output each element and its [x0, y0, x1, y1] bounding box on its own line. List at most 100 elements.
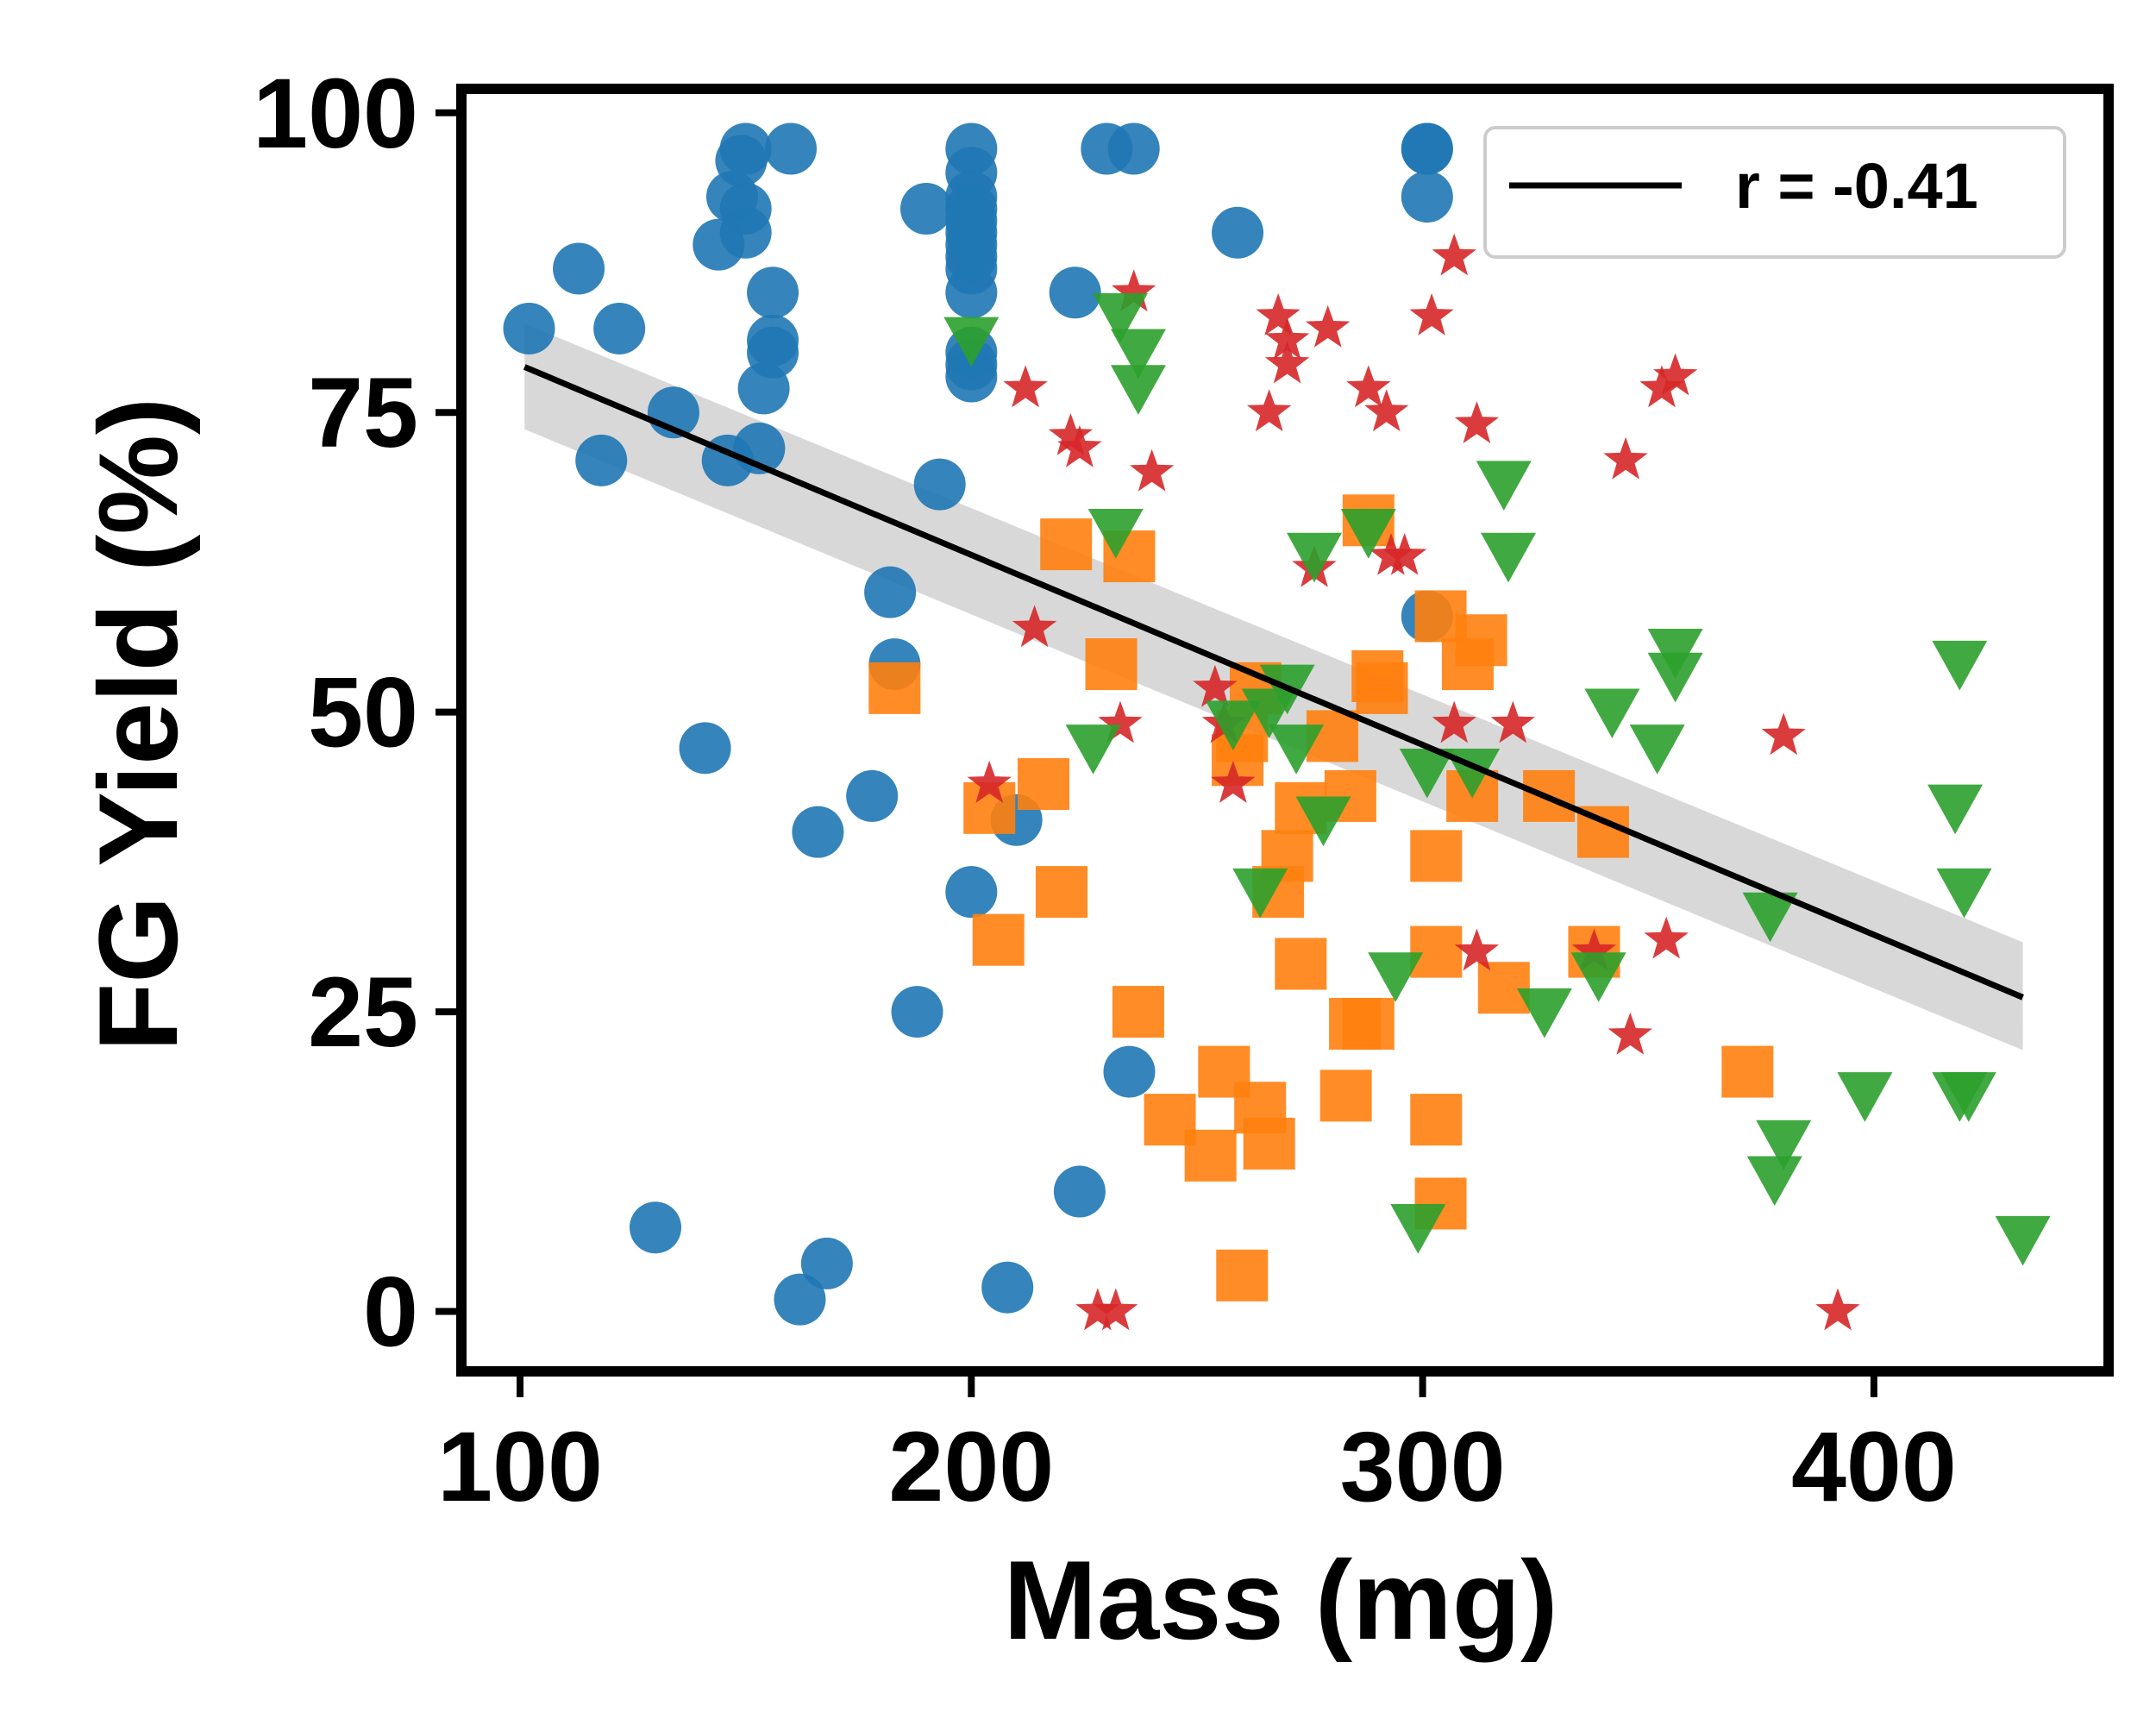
data-point-star: [1409, 293, 1454, 336]
data-point-circle: [719, 122, 772, 175]
data-point-square: [1410, 1094, 1463, 1146]
data-point-circle: [593, 302, 646, 354]
legend: r = -0.41: [1483, 126, 2066, 259]
axes-layer: 100 200 300 400 0 25 50 75 100: [253, 59, 2114, 1522]
x-axis-label: Mass (mg): [1004, 1537, 1558, 1663]
y-tick-label: 0: [363, 1258, 418, 1368]
data-point-star: [1264, 341, 1310, 384]
data-point-triangle: [1481, 532, 1537, 583]
data-point-star: [1130, 448, 1175, 492]
data-point-square: [1721, 1045, 1774, 1098]
data-point-triangle: [1647, 628, 1703, 679]
data-point-triangle: [1065, 724, 1121, 775]
data-point-star: [1454, 401, 1500, 443]
data-point-star: [967, 761, 1012, 803]
data-point-circle: [1049, 267, 1101, 319]
data-point-star: [1603, 436, 1648, 480]
y-tick-label: 75: [308, 358, 418, 468]
data-point-circle: [981, 1261, 1034, 1314]
data-point-square: [868, 662, 921, 714]
data-point-circle: [899, 182, 952, 235]
data-point-square: [1455, 614, 1507, 667]
series-star: [967, 233, 1860, 1331]
data-point-triangle: [1390, 1204, 1446, 1254]
data-point-circle: [864, 566, 917, 618]
data-point-triangle: [1340, 508, 1396, 559]
data-point-triangle: [1232, 868, 1288, 919]
data-point-circle: [891, 986, 943, 1038]
data-point-square: [1319, 1070, 1372, 1122]
x-tick-label: 200: [888, 1412, 1054, 1522]
data-point-circle: [553, 242, 605, 295]
data-point-circle: [1212, 206, 1264, 259]
data-point-star: [1256, 293, 1300, 336]
data-point-star: [1247, 389, 1292, 432]
data-point-circle: [945, 267, 998, 319]
data-point-triangle: [1837, 1072, 1893, 1122]
data-point-square: [1085, 638, 1138, 691]
data-point-triangle: [1936, 868, 1992, 919]
data-point-square: [1243, 1117, 1295, 1170]
data-point-circle: [846, 769, 899, 822]
data-point-circle: [630, 1201, 682, 1254]
regression-line: [523, 364, 2024, 1000]
data-point-square: [972, 913, 1025, 966]
data-point-square: [1477, 962, 1530, 1014]
data-point-triangle: [1476, 461, 1532, 511]
data-point-star: [1639, 365, 1684, 408]
data-point-square: [1040, 518, 1093, 571]
data-point-triangle: [1570, 952, 1626, 1002]
data-point-star: [1644, 916, 1689, 959]
x-tick-label: 300: [1340, 1412, 1506, 1522]
data-point-triangle: [1205, 700, 1261, 750]
x-tick-label: 100: [437, 1412, 603, 1522]
data-point-square: [1018, 758, 1070, 811]
y-tick-label: 50: [308, 658, 418, 768]
regression-line-layer: [523, 364, 2024, 1000]
data-point-triangle: [1110, 329, 1166, 380]
data-point-square: [1356, 662, 1408, 714]
data-point-square: [1275, 938, 1327, 990]
data-point-circle: [747, 314, 799, 367]
data-point-triangle: [1093, 292, 1148, 343]
data-point-star: [1211, 761, 1256, 803]
data-point-triangle: [1295, 796, 1351, 847]
data-point-triangle: [1584, 688, 1640, 739]
data-point-circle: [913, 458, 966, 511]
data-point-star: [1098, 700, 1143, 743]
data-point-triangle: [1399, 748, 1455, 799]
data-point-circle: [800, 1237, 853, 1289]
data-point-circle: [945, 866, 998, 919]
data-point-circle: [1401, 122, 1453, 175]
data-point-star: [1075, 1288, 1120, 1331]
data-point-triangle: [1746, 1156, 1802, 1207]
data-point-triangle: [1932, 640, 1988, 691]
data-point-circle: [679, 722, 731, 775]
legend-label: r = -0.41: [1735, 150, 1978, 222]
data-point-star: [1306, 304, 1351, 348]
data-point-circle: [1107, 122, 1160, 175]
data-point-square: [1184, 1129, 1237, 1182]
data-point-triangle: [1287, 532, 1343, 583]
data-point-circle: [1053, 1165, 1106, 1218]
data-point-star: [1112, 269, 1156, 312]
data-point-triangle: [1742, 892, 1798, 943]
data-point-star: [1815, 1288, 1860, 1331]
data-point-circle: [747, 267, 799, 319]
data-point-star: [1432, 233, 1476, 276]
data-point-star: [1382, 533, 1427, 575]
data-point-circle: [719, 182, 772, 235]
data-point-star: [1364, 389, 1409, 432]
data-point-star: [1432, 700, 1476, 743]
data-point-square: [1216, 1249, 1269, 1302]
data-point-square: [1342, 997, 1395, 1050]
data-point-circle: [1401, 171, 1453, 223]
data-point-star: [1264, 317, 1310, 360]
data-point-star: [1653, 353, 1698, 396]
data-point-triangle: [1269, 724, 1325, 775]
series-circle: [503, 122, 1453, 1326]
data-point-triangle: [1516, 988, 1572, 1038]
data-point-star: [1057, 424, 1102, 467]
series-square: [868, 494, 1774, 1302]
data-point-star: [1761, 712, 1806, 756]
